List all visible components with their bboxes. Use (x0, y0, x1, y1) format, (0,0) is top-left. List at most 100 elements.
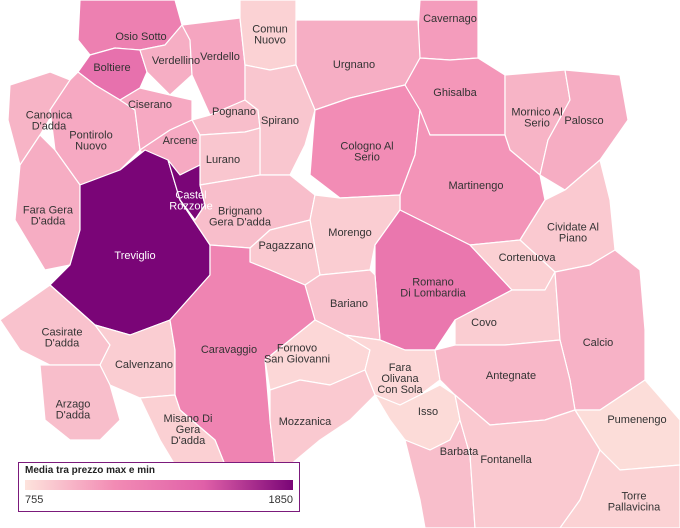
label-line: Treviglio (114, 250, 155, 262)
label-line: Cavernago (423, 13, 477, 25)
label-antegnate: Antegnate (486, 370, 536, 382)
municipality-arzago-dadda[interactable] (39, 364, 121, 441)
label-line: Cortenuova (499, 252, 557, 264)
label-cortenuova: Cortenuova (499, 252, 557, 264)
label-line: Ghisalba (433, 87, 477, 99)
label-line: Fara (389, 362, 413, 374)
legend-gradient-bar (25, 480, 293, 490)
label-osio-sotto: Osio Sotto (115, 31, 166, 43)
label-line: Arzago (56, 399, 91, 411)
label-urgnano: Urgnano (333, 59, 375, 71)
label-line: Fara Gera (23, 205, 74, 217)
label-mozzanica: Mozzanica (279, 416, 332, 428)
color-legend: Media tra prezzo max e min 755 1850 (18, 462, 300, 512)
label-line: Fornovo (277, 343, 317, 355)
label-covo: Covo (471, 317, 497, 329)
label-line: Brignano (218, 206, 262, 218)
label-line: Canonica (26, 110, 73, 122)
label-line: Barbata (440, 446, 479, 458)
label-line: Morengo (328, 227, 371, 239)
label-pagazzano: Pagazzano (258, 240, 313, 252)
label-boltiere: Boltiere (93, 62, 130, 74)
label-ciserano: Ciserano (128, 99, 172, 111)
municipality-cavernago[interactable] (417, 0, 479, 61)
label-verdello: Verdello (200, 51, 240, 63)
label-fara-olivana-con-sola: Fara Olivana Con Sola (377, 362, 423, 396)
label-line: Antegnate (486, 370, 536, 382)
label-line: Lurano (206, 154, 240, 166)
label-line: Palosco (564, 115, 603, 127)
label-line: Misano Di (164, 413, 213, 425)
label-fontanella: Fontanella (480, 454, 532, 466)
municipality-torre-pallavicina[interactable] (559, 449, 680, 528)
legend-max-label: 1850 (268, 494, 293, 506)
label-line: Olivana (381, 373, 419, 385)
label-line: Ciserano (128, 99, 172, 111)
label-cividate-al-piano: Cividate Al Piano (547, 222, 599, 245)
label-line: Verdello (200, 51, 240, 63)
municipality-mozzanica[interactable] (269, 369, 376, 466)
label-line: D'adda (171, 435, 206, 447)
label-line: Cividate Al (547, 222, 599, 234)
municipality-misano-di-gera-dadda[interactable] (139, 394, 226, 466)
label-line: Verdellino (152, 55, 200, 67)
label-line: Martinengo (448, 180, 503, 192)
label-line: Spirano (261, 115, 299, 127)
label-line: Urgnano (333, 59, 375, 71)
label-line: Nuovo (254, 35, 286, 47)
label-isso: Isso (418, 406, 438, 418)
label-palosco: Palosco (564, 115, 603, 127)
label-line: Torre (621, 491, 646, 503)
label-line: D'adda (32, 121, 67, 133)
label-pontirolo-nuovo: Pontirolo Nuovo (69, 130, 112, 153)
label-pognano: Pognano (212, 106, 256, 118)
label-verdellino: Verdellino (152, 55, 200, 67)
label-line: Casirate (42, 327, 83, 339)
label-line: D'adda (56, 410, 91, 422)
label-brignano-gera-dadda: Brignano Gera D'adda (209, 206, 272, 229)
label-line: Pallavicina (608, 502, 661, 514)
label-misano-di-gera-dadda: Misano Di Gera D'adda (164, 413, 213, 447)
label-line: Pagazzano (258, 240, 313, 252)
label-caravaggio: Caravaggio (201, 344, 257, 356)
label-line: Caravaggio (201, 344, 257, 356)
label-line: D'adda (31, 216, 66, 228)
label-line: Covo (471, 317, 497, 329)
label-cavernago: Cavernago (423, 13, 477, 25)
label-comun-nuovo: Comun Nuovo (252, 24, 287, 47)
label-canonica-dadda: Canonica D'adda (26, 110, 73, 133)
label-spirano: Spirano (261, 115, 299, 127)
label-line: Osio Sotto (115, 31, 166, 43)
label-arcene: Arcene (163, 135, 198, 147)
label-casirate-dadda: Casirate D'adda (42, 327, 83, 350)
label-line: Boltiere (93, 62, 130, 74)
label-calcio: Calcio (583, 337, 614, 349)
label-line: Mornico Al (511, 107, 562, 119)
legend-min-label: 755 (25, 494, 44, 506)
label-line: Arcene (163, 135, 198, 147)
label-cologno-al-serio: Cologno Al Serio (340, 141, 393, 164)
label-treviglio: Treviglio (114, 250, 155, 262)
label-line: Bariano (330, 298, 368, 310)
label-lurano: Lurano (206, 154, 240, 166)
label-mornico-al-serio: Mornico Al Serio (511, 107, 562, 130)
label-line: San Giovanni (264, 354, 330, 366)
label-line: Pontirolo (69, 130, 112, 142)
label-line: Di Lombardia (400, 288, 466, 300)
label-martinengo: Martinengo (448, 180, 503, 192)
label-barbata: Barbata (440, 446, 479, 458)
label-line: Nuovo (75, 141, 107, 153)
label-line: Gera D'adda (209, 217, 272, 229)
label-line: Cologno Al (340, 141, 393, 153)
label-line: Piano (559, 233, 587, 245)
label-ghisalba: Ghisalba (433, 87, 477, 99)
label-morengo: Morengo (328, 227, 371, 239)
label-calvenzano: Calvenzano (115, 359, 173, 371)
label-fornovo-san-giovanni: Fornovo San Giovanni (264, 343, 330, 366)
label-line: Comun (252, 24, 287, 36)
label-line: Fontanella (480, 454, 532, 466)
label-line: Serio (354, 152, 380, 164)
label-line: Serio (524, 118, 550, 130)
municipality-canonica-dadda[interactable] (7, 71, 71, 166)
